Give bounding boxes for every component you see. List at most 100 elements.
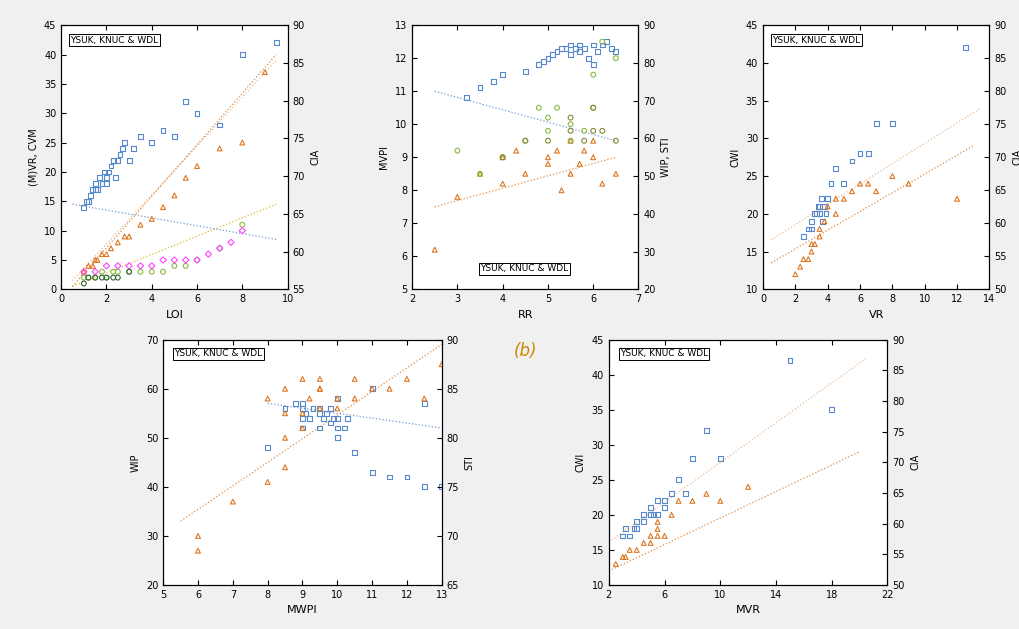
Point	[121, 231, 138, 242]
Point	[177, 261, 194, 271]
Y-axis label: CIA: CIA	[310, 149, 320, 165]
Point	[190, 545, 206, 555]
Point	[98, 179, 114, 189]
Point	[684, 496, 700, 506]
Point	[585, 136, 601, 146]
Point	[799, 254, 815, 264]
Point	[98, 173, 114, 183]
Point	[433, 359, 449, 369]
Point	[561, 113, 578, 123]
Point	[561, 119, 578, 129]
Point	[815, 216, 832, 226]
Point	[294, 423, 311, 433]
Point	[539, 53, 555, 63]
Point	[822, 404, 839, 415]
X-axis label: RR: RR	[517, 309, 533, 320]
Point	[571, 47, 587, 57]
Point	[815, 201, 832, 211]
Point	[843, 156, 859, 166]
Point	[155, 267, 171, 277]
Point	[339, 413, 356, 423]
Point	[548, 47, 565, 57]
Point	[121, 267, 138, 277]
Point	[433, 482, 449, 492]
Point	[535, 57, 551, 67]
Point	[211, 243, 227, 253]
Point	[530, 103, 546, 113]
Point	[811, 201, 827, 211]
X-axis label: MWPI: MWPI	[287, 605, 318, 615]
Point	[211, 120, 227, 130]
Point	[90, 255, 106, 265]
Point	[90, 184, 106, 194]
Point	[75, 267, 92, 277]
Point	[329, 413, 345, 423]
Point	[614, 531, 631, 541]
Point	[607, 47, 624, 57]
Point	[109, 267, 125, 277]
Point	[121, 155, 138, 165]
Point	[416, 394, 432, 404]
Point	[593, 179, 609, 189]
Point	[642, 531, 658, 541]
Point	[312, 374, 328, 384]
Point	[448, 146, 465, 156]
Point	[81, 272, 97, 282]
Point	[616, 524, 633, 534]
Y-axis label: MVPI: MVPI	[379, 145, 389, 169]
Point	[580, 53, 596, 63]
Point	[346, 374, 363, 384]
Point	[177, 96, 194, 106]
Point	[87, 184, 103, 194]
Point	[517, 66, 533, 76]
Point	[621, 545, 637, 555]
Point	[539, 136, 555, 146]
Y-axis label: WIP, STI: WIP, STI	[660, 138, 671, 177]
Point	[94, 249, 110, 259]
Point	[312, 384, 328, 394]
Point	[98, 272, 114, 282]
Point	[485, 76, 501, 86]
Point	[83, 191, 99, 201]
Point	[803, 239, 819, 249]
Point	[301, 394, 317, 404]
Point	[211, 243, 227, 253]
Text: YSUK, KNUC & WDL: YSUK, KNUC & WDL	[480, 264, 568, 274]
Point	[398, 374, 415, 384]
Point	[87, 255, 103, 265]
Point	[276, 408, 292, 418]
Point	[329, 394, 345, 404]
Point	[642, 510, 658, 520]
Point	[276, 433, 292, 443]
Point	[635, 510, 651, 520]
Point	[96, 167, 112, 177]
Point	[792, 262, 808, 272]
Point	[98, 249, 114, 259]
Point	[883, 171, 900, 181]
Point	[530, 60, 546, 70]
Point	[553, 43, 570, 53]
Point	[105, 155, 121, 165]
Y-axis label: WIP: WIP	[130, 453, 141, 472]
Point	[656, 496, 673, 506]
Point	[224, 496, 240, 506]
Point	[811, 224, 827, 234]
Point	[859, 148, 875, 159]
Point	[346, 447, 363, 457]
Point	[166, 255, 182, 265]
Point	[585, 40, 601, 50]
Point	[561, 136, 578, 146]
Point	[87, 272, 103, 282]
Point	[259, 443, 275, 453]
Point	[517, 136, 533, 146]
Point	[85, 184, 101, 194]
Point	[817, 209, 834, 219]
Point	[602, 43, 619, 53]
Point	[567, 43, 583, 53]
Point	[105, 267, 121, 277]
Text: (a): (a)	[163, 342, 185, 360]
Point	[900, 179, 916, 189]
Point	[585, 60, 601, 70]
Point	[329, 403, 345, 413]
Point	[956, 43, 972, 53]
